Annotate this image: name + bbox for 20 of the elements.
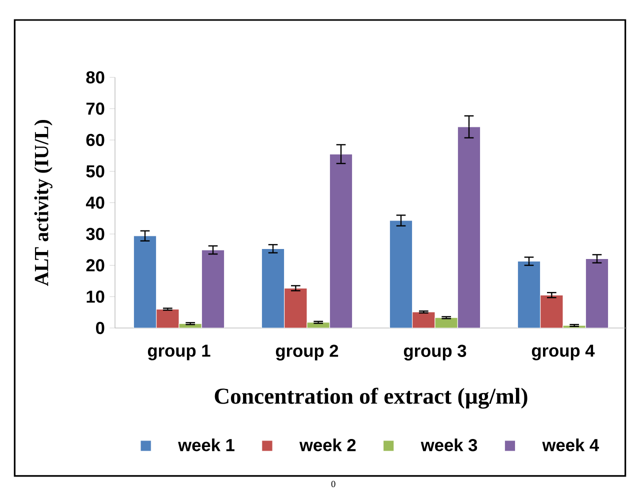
- y-tick-label: 10: [86, 290, 104, 303]
- y-tick-label: 50: [86, 165, 104, 178]
- y-tick-label: 40: [86, 196, 104, 209]
- y-tick-label: 80: [86, 71, 104, 84]
- y-tick-label: 0: [96, 322, 104, 334]
- legend-label: week 3: [420, 438, 478, 452]
- legend-label: week 1: [178, 438, 234, 452]
- y-axis-title: ALT activity (IU/L): [34, 120, 52, 286]
- x-tick-label: group 1: [148, 344, 210, 360]
- x-tick-label: group 3: [404, 344, 466, 360]
- y-tick-label: 30: [86, 228, 104, 240]
- x-tick-label: group 4: [532, 344, 595, 360]
- y-tick-label: 70: [86, 102, 104, 115]
- y-tick-label: 20: [86, 259, 104, 272]
- legend-label: week 2: [299, 438, 356, 452]
- text: 0: [331, 480, 336, 488]
- y-tick-label: 60: [86, 134, 104, 146]
- legend-label: week 4: [542, 438, 600, 452]
- x-tick-label: group 2: [276, 344, 338, 360]
- x-axis-title: Concentration of extract (µg/ml): [214, 388, 528, 409]
